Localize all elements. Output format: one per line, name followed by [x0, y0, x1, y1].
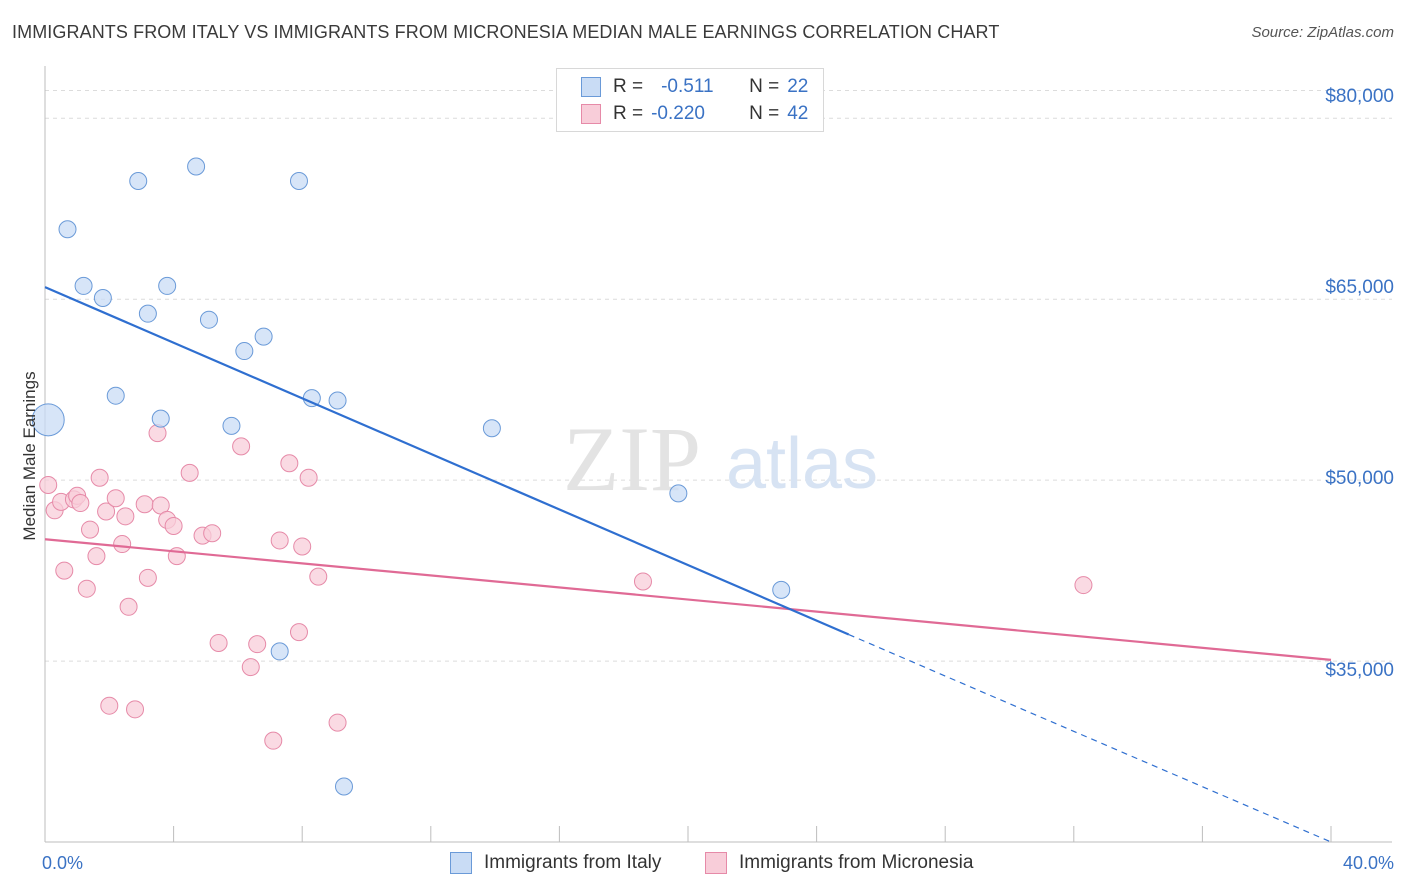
italy-point	[669, 484, 688, 503]
micronesia-point	[138, 568, 157, 587]
micronesia-point	[209, 633, 228, 652]
x-tick-label-max: 40.0%	[1342, 853, 1394, 873]
italy-point	[270, 642, 289, 661]
watermark-atlas: atlas	[726, 424, 878, 504]
legend-r-value: -0.220	[651, 103, 705, 124]
series-legend: Immigrants from Italy Immigrants from Mi…	[0, 852, 1406, 876]
italy-swatch	[581, 77, 601, 97]
micronesia-point	[289, 623, 308, 642]
micronesia-point	[106, 489, 125, 508]
italy-legend-label: Immigrants from Italy	[484, 852, 662, 873]
italy-point	[31, 403, 65, 437]
legend-n-value: 42	[787, 103, 809, 124]
micronesia-points	[39, 424, 1093, 750]
italy-point	[199, 310, 218, 329]
micronesia-legend-label: Immigrants from Micronesia	[739, 852, 974, 873]
micronesia-point	[113, 535, 132, 554]
micronesia-point	[1074, 576, 1093, 595]
chart-title: IMMIGRANTS FROM ITALY VS IMMIGRANTS FROM…	[12, 22, 1000, 42]
italy-point	[158, 276, 177, 295]
micronesia-point	[100, 696, 119, 715]
micronesia-point	[328, 713, 347, 732]
micronesia-point	[55, 561, 74, 580]
micronesia-trend-line	[44, 538, 1332, 661]
legend-r-label: R =	[613, 103, 644, 124]
source-label: Source: ZipAtlas.com	[1251, 24, 1394, 41]
italy-point	[772, 580, 791, 599]
micronesia-point	[270, 531, 289, 550]
micronesia-point	[280, 454, 299, 473]
y-tick-label: $50,000	[1325, 468, 1394, 489]
legend-row-micronesia: R = -0.220 N = 42	[581, 102, 808, 126]
italy-point	[151, 409, 170, 428]
micronesia-point	[633, 572, 652, 591]
micronesia-point	[81, 520, 100, 539]
italy-trend-extension	[848, 633, 1332, 843]
y-tick-label: $65,000	[1325, 277, 1394, 298]
micronesia-legend-swatch	[705, 852, 727, 874]
micronesia-point	[203, 524, 222, 543]
micronesia-point	[241, 658, 260, 677]
micronesia-point	[232, 437, 251, 456]
micronesia-point	[126, 700, 145, 719]
italy-point	[482, 419, 501, 438]
correlation-legend: R = -0.511 N = 22 R = -0.220 N = 42	[556, 68, 824, 132]
x-tick-label-min: 0.0%	[42, 853, 84, 873]
italy-point	[254, 327, 273, 346]
micronesia-point	[119, 597, 138, 616]
micronesia-point	[77, 579, 96, 598]
micronesia-point	[116, 507, 135, 526]
micronesia-point	[293, 537, 312, 556]
micronesia-point	[309, 567, 328, 586]
watermark: ZIP atlas	[563, 408, 878, 510]
legend-item-italy: Immigrants from Italy	[450, 852, 661, 874]
legend-item-micronesia: Immigrants from Micronesia	[705, 852, 973, 874]
micronesia-point	[299, 468, 318, 487]
italy-points	[31, 157, 791, 796]
italy-point	[334, 777, 353, 796]
y-tick-label: $80,000	[1325, 86, 1394, 107]
italy-point	[138, 304, 157, 323]
micronesia-point	[180, 463, 199, 482]
italy-point	[58, 220, 77, 239]
legend-n-value: 22	[787, 76, 809, 97]
italy-point	[187, 157, 206, 176]
micronesia-point	[164, 516, 183, 535]
micronesia-swatch	[581, 104, 601, 124]
italy-point	[235, 342, 254, 361]
y-tick-label: $35,000	[1325, 660, 1394, 681]
y-axis-label: Median Male Earnings	[20, 371, 39, 541]
italy-point	[93, 288, 112, 307]
micronesia-point	[39, 475, 58, 494]
micronesia-point	[135, 495, 154, 514]
micronesia-point	[264, 731, 283, 750]
gridlines	[45, 90, 1392, 662]
legend-n-label: N =	[749, 103, 780, 124]
legend-row-italy: R = -0.511 N = 22	[581, 75, 808, 99]
italy-trend-line	[44, 286, 850, 636]
micronesia-point	[97, 502, 116, 521]
italy-point	[129, 171, 148, 190]
micronesia-point	[87, 547, 106, 566]
micronesia-point	[90, 468, 109, 487]
trend-lines	[44, 286, 1332, 843]
italy-point	[106, 386, 125, 405]
italy-point	[289, 171, 308, 190]
italy-point	[328, 391, 347, 410]
legend-r-label: R =	[613, 76, 644, 97]
italy-legend-swatch	[450, 852, 472, 874]
legend-r-value: -0.511	[661, 76, 714, 97]
micronesia-point	[71, 494, 90, 513]
micronesia-point	[248, 635, 267, 654]
italy-point	[74, 276, 93, 295]
legend-n-label: N =	[749, 76, 780, 97]
axes	[44, 66, 1392, 843]
italy-point	[222, 416, 241, 435]
